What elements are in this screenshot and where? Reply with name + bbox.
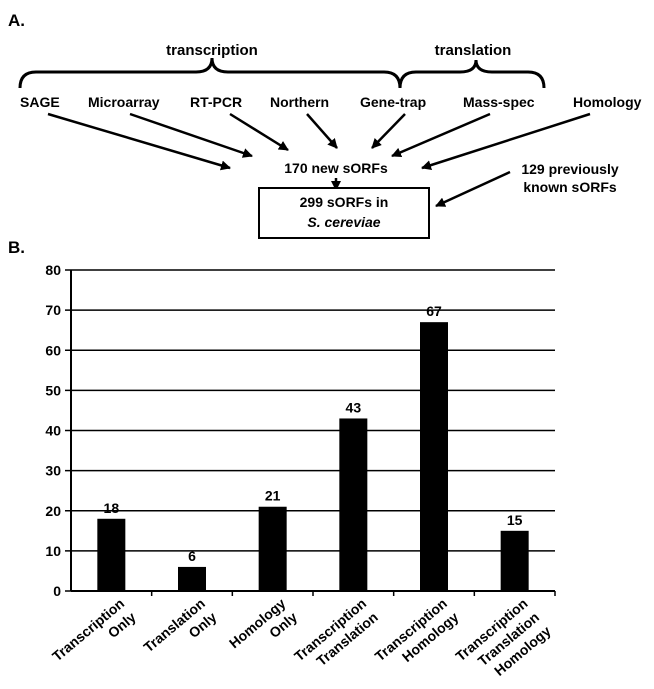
bar-value-label: 6 bbox=[188, 548, 196, 564]
y-tick-label: 10 bbox=[45, 543, 61, 559]
previous-sorfs-line2: known sORFs bbox=[523, 179, 617, 195]
y-tick-label: 60 bbox=[45, 342, 61, 358]
arrow-northern bbox=[306, 113, 338, 149]
bar bbox=[500, 530, 529, 591]
bar-value-label: 21 bbox=[265, 488, 281, 504]
bar bbox=[420, 322, 448, 591]
x-category-label: TranscriptionOnly bbox=[49, 595, 139, 678]
y-tick-label: 50 bbox=[45, 382, 61, 398]
y-tick-label: 70 bbox=[45, 302, 61, 318]
arrow-microarray bbox=[129, 112, 253, 158]
total-sorfs-line2: S. cereviae bbox=[307, 214, 380, 230]
method-mass-spec: Mass-spec bbox=[463, 94, 535, 110]
bar-value-label: 43 bbox=[346, 399, 362, 415]
y-tick-label: 20 bbox=[45, 503, 61, 519]
translation-group-label: translation bbox=[435, 42, 512, 59]
bar-value-label: 18 bbox=[104, 500, 120, 516]
bar bbox=[339, 418, 368, 591]
x-category-label: TranscriptionHomology bbox=[372, 595, 462, 678]
method-gene-trap: Gene-trap bbox=[360, 94, 426, 110]
bar-chart: 0 10 20 30 40 50 60 70 80 18 TranscriptionOnly 6 Tra… bbox=[45, 262, 556, 689]
panel-b-label: B. bbox=[8, 238, 25, 257]
bar bbox=[178, 566, 206, 591]
y-tick-label: 30 bbox=[45, 463, 61, 479]
panel-a-flow-diagram: A. transcription translation SAGE Microa… bbox=[8, 11, 642, 239]
bar-value-label: 67 bbox=[426, 303, 442, 319]
total-sorfs-box bbox=[258, 187, 430, 239]
y-tick-label: 80 bbox=[45, 262, 61, 278]
arrow-homology bbox=[421, 112, 591, 171]
method-homology: Homology bbox=[573, 94, 642, 110]
y-tick-label: 40 bbox=[45, 423, 61, 439]
method-microarray: Microarray bbox=[88, 94, 160, 110]
transcription-brace bbox=[18, 57, 402, 89]
method-sage: SAGE bbox=[20, 94, 60, 110]
arrow-gene-trap bbox=[371, 113, 406, 149]
transcription-group-label: transcription bbox=[166, 42, 258, 59]
bar bbox=[258, 506, 287, 591]
arrow-sage bbox=[47, 112, 231, 171]
x-category-label: TranscriptionTranslationHomology bbox=[452, 595, 554, 689]
x-category-label: TranslationOnly bbox=[140, 595, 219, 669]
panel-a-label: A. bbox=[8, 11, 25, 30]
translation-brace bbox=[398, 59, 546, 89]
bar-value-label: 15 bbox=[507, 512, 523, 528]
x-category-label: HomologyOnly bbox=[226, 595, 300, 665]
arrow-mass-spec bbox=[391, 112, 491, 158]
total-sorfs-line1: 299 sORFs in bbox=[300, 194, 389, 210]
arrow-rt-pcr bbox=[229, 112, 289, 152]
method-northern: Northern bbox=[270, 94, 329, 110]
x-category-label: TranscriptionTranslation bbox=[291, 595, 381, 678]
arrow-previous bbox=[435, 170, 511, 208]
method-rt-pcr: RT-PCR bbox=[190, 94, 242, 110]
y-tick-label: 0 bbox=[53, 583, 61, 599]
previous-sorfs-line1: 129 previously bbox=[521, 161, 618, 177]
new-sorfs-label: 170 new sORFs bbox=[284, 160, 388, 176]
bar bbox=[97, 518, 126, 591]
